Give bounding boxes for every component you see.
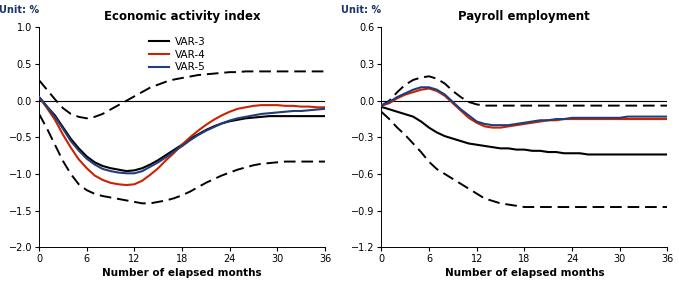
X-axis label: Number of elapsed months: Number of elapsed months [445, 268, 604, 278]
Title: Economic activity index: Economic activity index [104, 11, 260, 24]
Text: Unit: %: Unit: % [0, 5, 39, 15]
Legend: VAR-3, VAR-4, VAR-5: VAR-3, VAR-4, VAR-5 [149, 37, 206, 72]
Title: Payroll employment: Payroll employment [458, 11, 590, 24]
Text: Unit: %: Unit: % [342, 5, 382, 15]
X-axis label: Number of elapsed months: Number of elapsed months [103, 268, 262, 278]
